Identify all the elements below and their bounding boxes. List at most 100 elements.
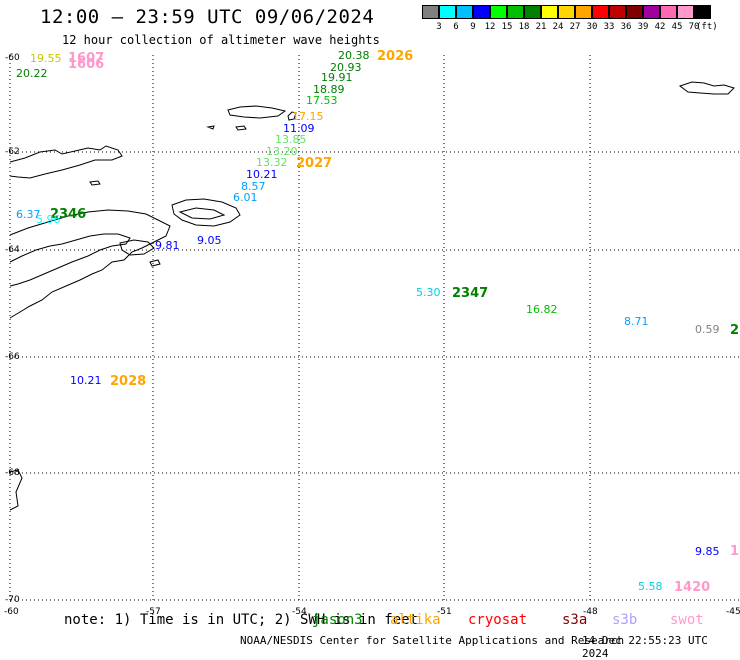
swh-value-label: 13.20 [266, 145, 298, 158]
swh-value-label: 20.93 [330, 61, 362, 74]
coastline-small-east [149, 259, 161, 267]
swh-value-label: 6.37 [16, 208, 41, 221]
credit-line: NOAA/NESDIS Center for Satellite Applica… [240, 634, 625, 647]
legend-swatch [643, 5, 660, 19]
satellite-label-altika: altika [390, 612, 441, 628]
coastline-joinville-inner [178, 207, 226, 220]
legend-swatch [558, 5, 575, 19]
lat-label-70: -70 [5, 595, 20, 605]
swh-value-label: 17.53 [306, 94, 338, 107]
lat-label-68: -68 [5, 468, 20, 478]
swh-value-label: 13.32 [256, 156, 288, 169]
coastline-south-orkney [678, 81, 735, 95]
swh-value-label: 19.55 [30, 52, 62, 65]
coastline-islet-c [287, 111, 297, 121]
pass-time-label: 1606 [68, 57, 104, 72]
satellite-label-jason3: jason3 [312, 612, 363, 628]
legend-label: 12 [484, 22, 496, 32]
swh-value-label: 20.22 [16, 67, 48, 80]
pass-time-label: 2 [730, 323, 739, 338]
generated-timestamp: 14 Dec 22:55:23 UTC 2024 [582, 634, 708, 660]
pass-time-label: 2027 [296, 156, 332, 171]
map-grid [9, 55, 740, 601]
swh-value-label: 9.05 [197, 234, 222, 247]
pass-time-label: 2026 [377, 49, 413, 64]
lon-label-51: -51 [437, 607, 452, 617]
legend-swatch [473, 5, 490, 19]
pass-time-label: 2346 [50, 207, 86, 222]
legend-swatch [507, 5, 524, 19]
swh-value-label: 20.38 [338, 49, 370, 62]
legend-swatch [524, 5, 541, 19]
swh-value-label: 9.81 [155, 239, 180, 252]
legend-swatch [677, 5, 694, 19]
satellite-label-cryosat: cryosat [468, 612, 528, 628]
legend-swatch [439, 5, 456, 19]
swh-value-label: 6.01 [233, 191, 258, 204]
legend-label: 18 [518, 22, 530, 32]
pass-time-label: 1 [730, 544, 739, 559]
legend-swatch [456, 5, 473, 19]
swh-value-label: 9.85 [695, 545, 720, 558]
coastline-peninsula-bay [9, 233, 131, 287]
legend-label: 6 [453, 22, 459, 32]
map-subtitle: 12 hour collection of altimeter wave hei… [62, 33, 380, 47]
swh-value-label: 17.15 [292, 110, 324, 123]
coastline-antarctic-peninsula [9, 209, 171, 319]
legend-label: 9 [470, 22, 476, 32]
legend-label: 42 [654, 22, 666, 32]
legend-label: 36 [620, 22, 632, 32]
coastline-south-shetland-west [9, 145, 123, 179]
legend-swatch [626, 5, 643, 19]
legend-unit: (ft) [696, 22, 718, 32]
legend-label: 24 [552, 22, 564, 32]
legend-swatch [490, 5, 507, 19]
legend-swatch [575, 5, 592, 19]
swh-value-label: 16.82 [526, 303, 558, 316]
swh-value-label: 19.91 [321, 71, 353, 84]
swh-value-label: 5.96 [36, 213, 61, 226]
lon-label-60: -60 [4, 607, 19, 617]
pass-time-label: 2028 [110, 374, 146, 389]
legend-label: 30 [586, 22, 598, 32]
coastline-west-edge [9, 469, 23, 511]
lat-label-64: -64 [5, 245, 20, 255]
coastlines [9, 81, 735, 511]
coastline-islet-a [206, 125, 215, 130]
satellite-label-swot: swot [670, 612, 704, 628]
legend-swatch [592, 5, 609, 19]
legend-label: 27 [569, 22, 581, 32]
swh-value-label: 8.71 [624, 315, 649, 328]
footer-note: note: 1) Time is in UTC; 2) SWH is in fe… [64, 612, 419, 628]
legend-label: 3 [436, 22, 442, 32]
lat-label-66: -66 [5, 352, 20, 362]
lon-label-54: -54 [292, 607, 307, 617]
swh-value-label: 5.58 [638, 580, 663, 593]
pass-time-label: 1607 [68, 51, 104, 66]
legend-swatch [609, 5, 626, 19]
legend-label: 21 [535, 22, 547, 32]
legend-label: 15 [501, 22, 513, 32]
coastline-james-ross [119, 239, 155, 256]
legend-swatch [694, 5, 711, 19]
pass-time-label: 2347 [452, 286, 488, 301]
lon-label-48: -48 [583, 607, 598, 617]
swh-value-label: 11.09 [283, 122, 315, 135]
legend-swatch [541, 5, 558, 19]
coastline-king-george [227, 105, 287, 119]
legend-label: 45 [671, 22, 683, 32]
swh-value-label: 0.59 [695, 323, 720, 336]
swh-value-label: 13.85 [275, 133, 307, 146]
swh-value-label: 10.21 [70, 374, 102, 387]
legend-swatch [660, 5, 677, 19]
legend-label: 39 [637, 22, 649, 32]
legend-swatch [422, 5, 439, 19]
swh-value-label: 5.30 [416, 286, 441, 299]
lon-label-57: -57 [146, 607, 161, 617]
lon-label-45: -45 [726, 607, 740, 617]
map-title: 12:00 – 23:59 UTC 09/06/2024 [40, 6, 375, 28]
legend-label: 33 [603, 22, 615, 32]
swh-value-label: 18.89 [313, 83, 345, 96]
satellite-label-s3a: s3a [562, 612, 588, 628]
